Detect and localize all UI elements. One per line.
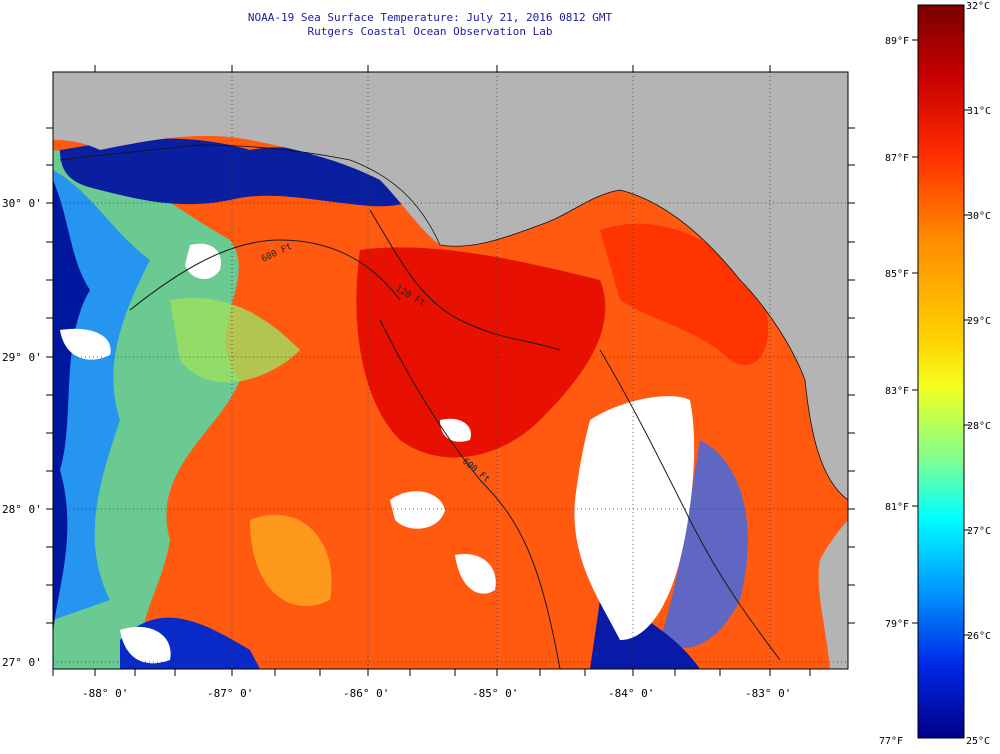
colorbar-fahrenheit-label: 81°F — [885, 502, 909, 513]
colorbar-fahrenheit-label: 85°F — [885, 269, 909, 280]
lon-label: -83° 0' — [745, 687, 791, 700]
deep-cold-region — [53, 180, 90, 640]
hot-core — [356, 247, 606, 458]
no-data-cloud — [120, 626, 171, 664]
lat-label: 28° 0' — [2, 503, 42, 516]
no-data-cloud — [390, 491, 445, 529]
map-border — [52, 71, 849, 670]
colorbar-ticks — [912, 39, 970, 636]
colorbar-celsius-label: 31°C — [967, 106, 991, 117]
colorbar-fahrenheit-label: 89°F — [885, 36, 909, 47]
map-subtitle: Rutgers Coastal Ocean Observation Lab — [307, 25, 553, 38]
lat-label: 27° 0' — [2, 656, 42, 669]
no-data-cloud-large — [574, 396, 695, 640]
map-title: NOAA-19 Sea Surface Temperature: July 21… — [247, 11, 613, 24]
land-mass-peninsula — [818, 520, 848, 669]
colorbar-fahrenheit-label: 79°F — [885, 619, 909, 630]
lon-label: -84° 0' — [608, 687, 654, 700]
graticule — [53, 72, 848, 669]
colorbar: 32°C 31°C 30°C 29°C 28°C 27°C 26°C 25°C … — [879, 1, 991, 747]
colorbar-celsius-label: 25°C — [966, 736, 990, 747]
colorbar-celsius-label: 30°C — [967, 211, 991, 222]
lon-label: -87° 0' — [207, 687, 253, 700]
no-data-cloud — [60, 328, 111, 360]
contour-600ft-west — [129, 239, 401, 311]
lon-label: -88° 0' — [82, 687, 128, 700]
coastline — [59, 144, 848, 501]
colorbar-fahrenheit-label: 77°F — [879, 736, 903, 747]
colorbar-fahrenheit-label: 87°F — [885, 153, 909, 164]
colorbar-gradient — [917, 4, 965, 739]
colorbar-celsius-label: 32°C — [966, 1, 990, 12]
mid-water-patch — [170, 298, 300, 383]
colorbar-celsius-label: 28°C — [967, 421, 991, 432]
colorbar-celsius-label: 27°C — [967, 526, 991, 537]
lon-label: -85° 0' — [472, 687, 518, 700]
colorbar-fahrenheit-label: 83°F — [885, 386, 909, 397]
contour-120ft — [369, 209, 561, 351]
no-data-cloud — [455, 554, 496, 594]
lat-label: 30° 0' — [2, 197, 42, 210]
axis-ticks — [46, 65, 855, 676]
land-mass — [53, 72, 848, 500]
cool-water-east — [660, 440, 748, 648]
contour-600ft-south — [379, 319, 561, 669]
lon-label: -86° 0' — [343, 687, 389, 700]
warm-patch — [250, 514, 332, 607]
lat-label: 29° 0' — [2, 351, 42, 364]
contour-east — [599, 349, 781, 661]
colorbar-celsius-label: 29°C — [967, 316, 991, 327]
map-frame — [53, 72, 848, 669]
colorbar-celsius-label: 26°C — [967, 631, 991, 642]
